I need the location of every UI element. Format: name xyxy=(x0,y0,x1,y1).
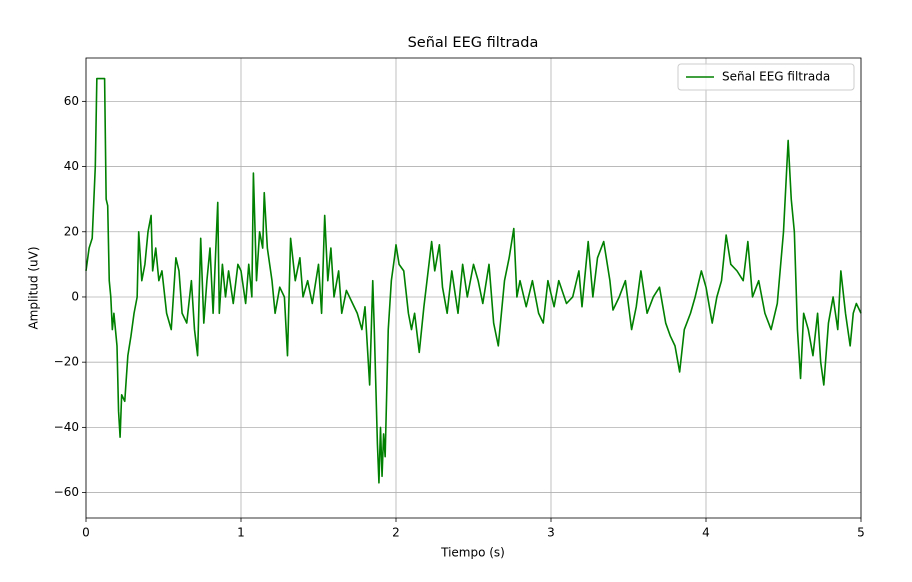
x-tick-label: 3 xyxy=(547,526,555,540)
legend: Señal EEG filtrada xyxy=(677,63,855,91)
x-tick-label: 2 xyxy=(392,526,400,540)
y-axis-label: Amplitud (uV) xyxy=(27,246,41,329)
x-tick-label: 1 xyxy=(237,526,245,540)
data-line xyxy=(85,77,862,484)
y-tick-label: −20 xyxy=(54,355,79,369)
y-tick-label: 20 xyxy=(64,224,79,238)
x-axis-label: Tiempo (s) xyxy=(440,546,505,560)
y-tick-label: 60 xyxy=(64,94,79,108)
plot-frame xyxy=(85,57,862,519)
chart-title: Señal EEG filtrada xyxy=(408,35,539,51)
y-tick-label: 0 xyxy=(71,289,79,303)
legend-box xyxy=(677,63,855,91)
x-tick-label: 0 xyxy=(82,526,90,540)
x-tick-label: 5 xyxy=(857,526,865,540)
x-tick-label: 4 xyxy=(702,526,710,540)
y-tick-label: 40 xyxy=(64,159,79,173)
legend-label: Señal EEG filtrada xyxy=(722,70,830,84)
y-tick-label: −60 xyxy=(54,485,79,499)
y-tick-label: −40 xyxy=(54,420,79,434)
